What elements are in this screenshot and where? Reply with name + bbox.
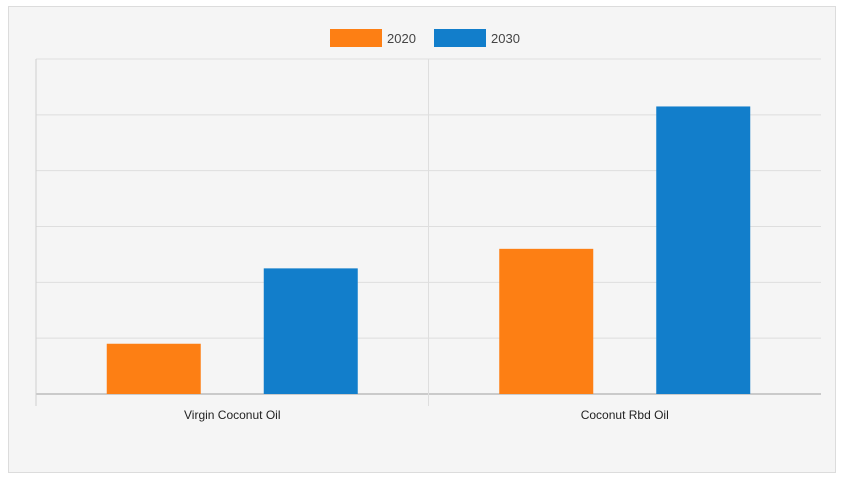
chart-frame: 2020 2030 Virgin Coconut Oil Coconut Rbd O…: [8, 6, 836, 473]
legend-label-2030: 2030: [491, 31, 520, 46]
bars: [106, 106, 751, 394]
bar-2030-2: [656, 106, 751, 394]
bar-chart: 2020 2030 Virgin Coconut Oil Coconut Rbd O…: [35, 29, 821, 422]
x-tick-label: Coconut Rbd Oil: [581, 408, 669, 422]
x-tick-label: Virgin Coconut Oil: [184, 408, 281, 422]
legend: 2020 2030: [330, 29, 520, 47]
x-axis-labels: Virgin Coconut Oil Coconut Rbd Oil: [184, 408, 669, 422]
legend-swatch-2030: [434, 29, 486, 47]
bar-2020-2: [499, 248, 594, 394]
bar-2020-1: [106, 343, 201, 394]
legend-label-2020: 2020: [387, 31, 416, 46]
bar-2030-1: [263, 268, 358, 394]
legend-swatch-2020: [330, 29, 382, 47]
axes: [35, 59, 429, 406]
